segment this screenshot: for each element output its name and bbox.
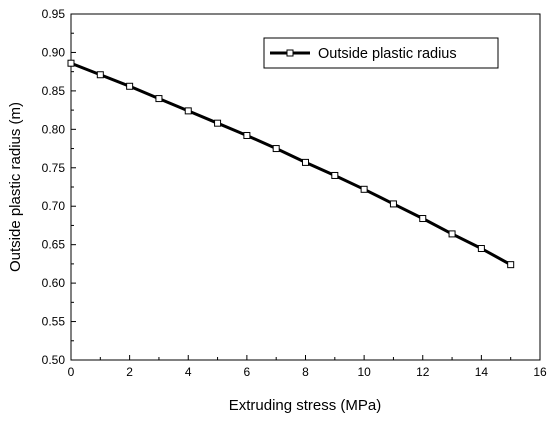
y-tick-label: 0.50: [42, 353, 66, 367]
legend-label: Outside plastic radius: [318, 46, 457, 62]
y-tick-label: 0.70: [42, 199, 66, 213]
data-point: [272, 145, 280, 153]
y-tick-label: 0.90: [42, 45, 66, 59]
data-point: [448, 230, 456, 238]
data-point: [477, 245, 485, 253]
data-point: [96, 71, 104, 79]
x-axis-title: Extruding stress (MPa): [229, 397, 382, 414]
x-tick-label: 16: [533, 365, 547, 379]
x-tick-label: 0: [68, 365, 75, 379]
data-point: [184, 107, 192, 115]
data-point: [331, 171, 339, 179]
data-point: [302, 158, 309, 166]
data-point: [126, 82, 134, 90]
data-point: [419, 215, 427, 223]
data-point: [214, 119, 222, 127]
x-axis-ticks: 0 2 4 6 8 10 12 14 16: [68, 355, 547, 379]
y-tick-label: 0.80: [42, 122, 66, 136]
x-tick-label: 6: [244, 365, 251, 379]
data-point: [67, 59, 75, 67]
series-line: [70, 61, 512, 266]
y-tick-label: 0.65: [42, 238, 66, 252]
legend: Outside plastic radius: [263, 37, 499, 69]
data-point: [243, 131, 251, 139]
x-tick-label: 8: [302, 365, 309, 379]
y-tick-label: 0.60: [42, 276, 66, 290]
x-tick-label: 4: [185, 365, 192, 379]
x-tick-label: 10: [357, 365, 371, 379]
x-tick-label: 12: [416, 365, 430, 379]
y-tick-label: 0.85: [42, 84, 66, 98]
x-tick-label: 14: [475, 365, 489, 379]
y-axis-title: Outside plastic radius (m): [7, 102, 24, 272]
data-point: [389, 200, 397, 208]
data-point: [360, 185, 368, 193]
data-point: [155, 95, 163, 103]
y-tick-label: 0.55: [42, 315, 66, 329]
y-tick-label: 0.95: [42, 7, 66, 21]
y-tick-label: 0.75: [42, 161, 66, 175]
y-axis-ticks: 0.50 0.55 0.60 0.65 0.70 0.75 0.80 0.85 0.90 0.95: [42, 7, 76, 367]
x-tick-label: 2: [126, 365, 133, 379]
legend-marker-sample: [286, 49, 294, 57]
data-point: [507, 261, 515, 269]
series-layer: [67, 59, 515, 269]
